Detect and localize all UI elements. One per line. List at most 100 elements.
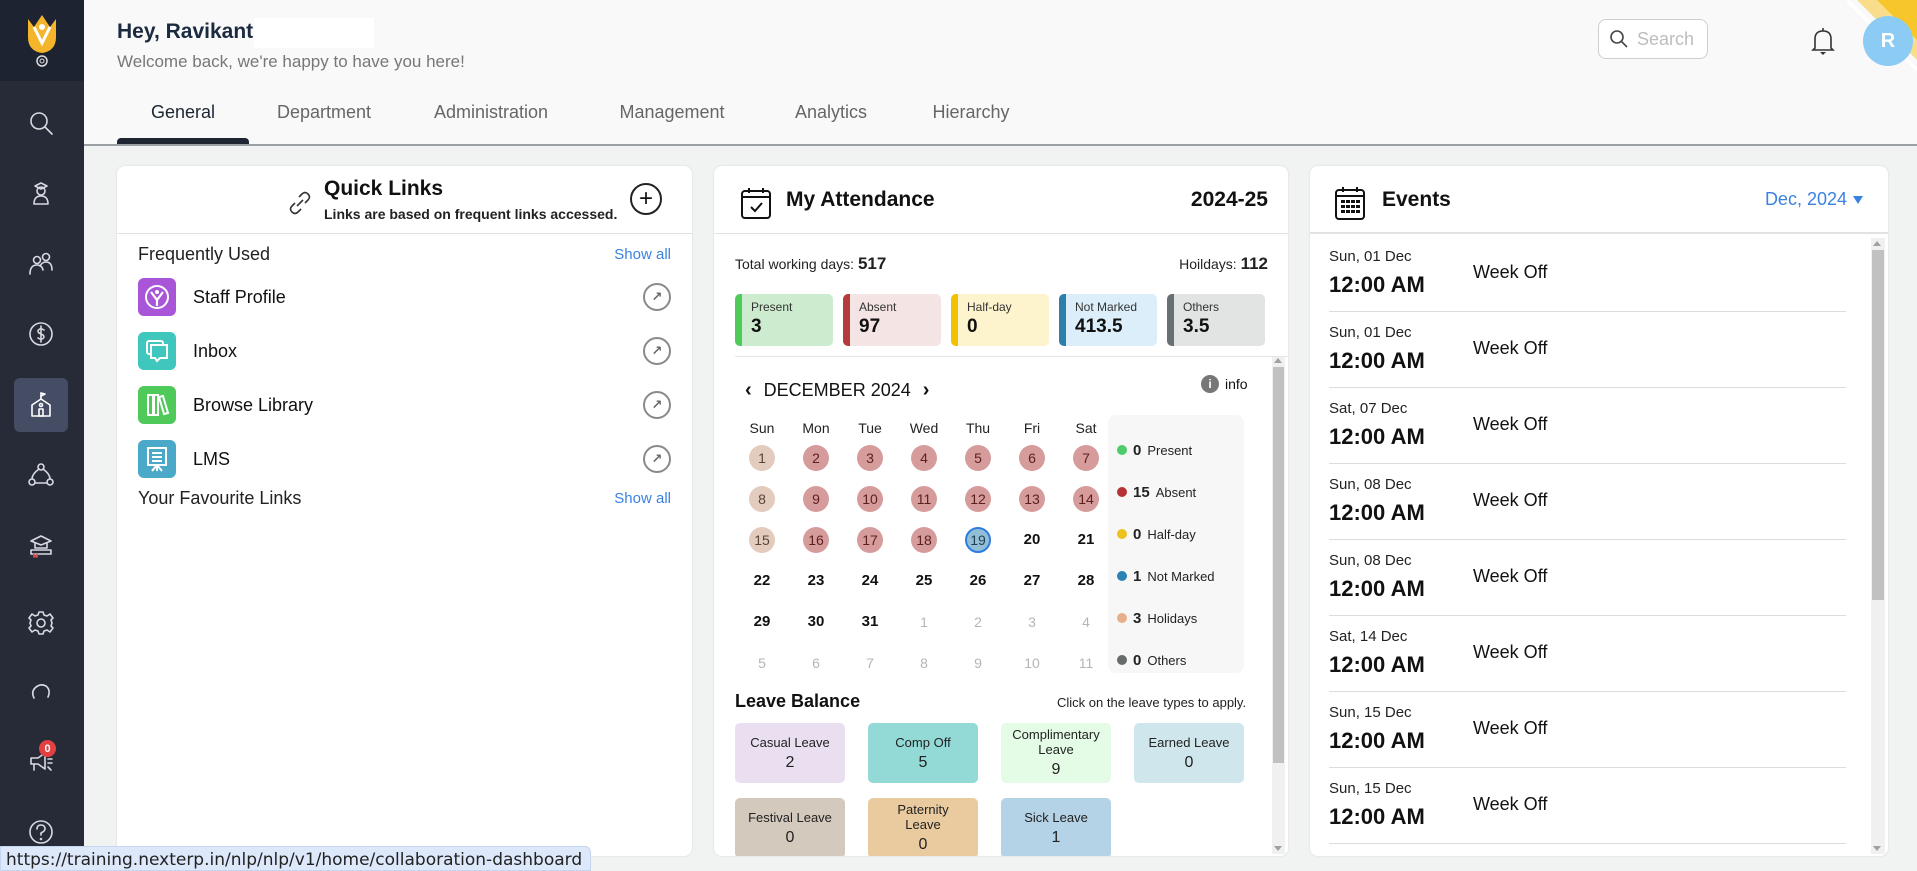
scrollbar-thumb[interactable] — [1273, 367, 1284, 763]
calendar-day-absent[interactable]: 7 — [1073, 444, 1099, 471]
sidebar-item-students[interactable] — [14, 166, 68, 220]
events-scrollbar[interactable] — [1871, 238, 1885, 854]
open-link-arrow-icon[interactable]: ↗ — [643, 445, 671, 473]
tab-hierarchy[interactable]: Hierarchy — [901, 96, 1041, 144]
calendar-day-absent[interactable]: 18 — [911, 526, 937, 553]
tab-administration[interactable]: Administration — [399, 96, 583, 144]
calendar-day-absent[interactable]: 3 — [857, 444, 883, 471]
open-link-arrow-icon[interactable]: ↗ — [643, 283, 671, 311]
calendar-day-plain[interactable]: 24 — [861, 572, 879, 589]
show-all-favourites-link[interactable]: Show all — [614, 490, 671, 507]
leave-type-card[interactable]: Earned Leave 0 — [1134, 723, 1244, 783]
event-row[interactable]: Sun, 01 Dec 12:00 AM Week Off — [1329, 312, 1846, 388]
calendar-day-plain[interactable]: 20 — [1023, 531, 1041, 548]
sidebar-item-finance[interactable] — [14, 307, 68, 361]
calendar-day-plain[interactable]: 29 — [753, 613, 771, 630]
calendar-day-absent[interactable]: 12 — [965, 485, 991, 512]
leave-type-card[interactable]: Comp Off 5 — [868, 723, 978, 783]
add-link-button[interactable]: + — [630, 183, 662, 215]
calendar-day-absent[interactable]: 13 — [1019, 485, 1045, 512]
tab-department[interactable]: Department — [249, 96, 399, 144]
quick-link-staff-profile[interactable]: Staff Profile ↗ — [138, 278, 671, 316]
sidebar-item-academics[interactable] — [14, 518, 68, 572]
event-row[interactable]: Sun, 08 Dec 12:00 AM Week Off — [1329, 464, 1846, 540]
event-row[interactable]: Sat, 14 Dec 12:00 AM Week Off — [1329, 616, 1846, 692]
calendar-day-other[interactable]: 8 — [920, 654, 928, 671]
calendar-day-other[interactable]: 1 — [920, 613, 928, 630]
tab-analytics[interactable]: Analytics — [761, 96, 901, 144]
open-link-arrow-icon[interactable]: ↗ — [643, 337, 671, 365]
sidebar-item-settings[interactable] — [14, 596, 68, 650]
calendar-day-plain[interactable]: 23 — [807, 572, 825, 589]
calendar-day-plain[interactable]: 27 — [1023, 572, 1041, 589]
attendance-scrollbar[interactable] — [1272, 357, 1285, 854]
calendar-day-other[interactable]: 9 — [974, 654, 982, 671]
calendar-day-absent[interactable]: 10 — [857, 485, 883, 512]
quick-link-browse-library[interactable]: Browse Library ↗ — [138, 386, 671, 424]
prev-month-chevron-icon[interactable]: ‹ — [745, 379, 752, 401]
event-row[interactable]: Sun, 15 Dec 12:00 AM Week Off — [1329, 692, 1846, 768]
calendar-day-absent[interactable]: 4 — [911, 444, 937, 471]
leave-type-card[interactable]: Festival Leave 0 — [735, 798, 845, 856]
leave-type-card[interactable]: Casual Leave 2 — [735, 723, 845, 783]
calendar-day-other[interactable]: 5 — [758, 654, 766, 671]
calendar-day-plain[interactable]: 30 — [807, 613, 825, 630]
calendar-day-other[interactable]: 10 — [1024, 654, 1040, 671]
calendar-day-absent[interactable]: 9 — [803, 485, 829, 512]
calendar-day-absent[interactable]: 11 — [911, 485, 937, 512]
event-row[interactable]: Sun, 15 Dec 12:00 AM Week Off — [1329, 768, 1846, 844]
sidebar-item-refresh[interactable] — [14, 666, 68, 720]
tab-management[interactable]: Management — [583, 96, 761, 144]
user-avatar[interactable]: R — [1863, 16, 1913, 66]
calendar-day-other[interactable]: 3 — [1028, 613, 1036, 630]
calendar-day-absent[interactable]: 14 — [1073, 485, 1099, 512]
leave-type-card[interactable]: Paternity Leave 0 — [868, 798, 978, 856]
calendar-day-absent[interactable]: 5 — [965, 444, 991, 471]
calendar-info-button[interactable]: i info — [1201, 375, 1248, 393]
next-month-chevron-icon[interactable]: › — [922, 379, 930, 401]
calendar-day-absent[interactable]: 6 — [1019, 444, 1045, 471]
scroll-down-arrow[interactable] — [1873, 846, 1881, 851]
search-input[interactable]: Search — [1598, 19, 1708, 59]
quick-link-lms[interactable]: LMS ↗ — [138, 440, 671, 478]
calendar-day-other[interactable]: 11 — [1078, 654, 1094, 671]
leave-type-card[interactable]: Sick Leave 1 — [1001, 798, 1111, 856]
calendar-day-other[interactable]: 7 — [866, 654, 874, 671]
notifications-button[interactable] — [1810, 26, 1836, 61]
event-row[interactable]: Sun, 01 Dec 12:00 AM Week Off — [1329, 236, 1846, 312]
calendar-day-today[interactable]: 19 — [965, 526, 991, 553]
calendar-day-holiday[interactable]: 1 — [749, 444, 775, 471]
calendar-day-plain[interactable]: 21 — [1077, 531, 1095, 548]
scroll-down-arrow[interactable] — [1274, 846, 1282, 851]
quick-link-inbox[interactable]: Inbox ↗ — [138, 332, 671, 370]
calendar-day-holiday[interactable]: 8 — [749, 485, 775, 512]
calendar-day-plain[interactable]: 31 — [861, 613, 879, 630]
sidebar-item-users[interactable] — [14, 236, 68, 290]
calendar-day-holiday[interactable]: 15 — [749, 526, 775, 553]
open-link-arrow-icon[interactable]: ↗ — [643, 391, 671, 419]
calendar-day-plain[interactable]: 26 — [969, 572, 987, 589]
sidebar-item-network[interactable] — [14, 448, 68, 502]
show-all-frequent-link[interactable]: Show all — [614, 246, 671, 263]
event-row[interactable]: Sun, 08 Dec 12:00 AM Week Off — [1329, 540, 1846, 616]
calendar-day-absent[interactable]: 2 — [803, 444, 829, 471]
sidebar-item-help[interactable] — [14, 805, 68, 859]
calendar-day-absent[interactable]: 16 — [803, 526, 829, 553]
calendar-day-plain[interactable]: 25 — [915, 572, 933, 589]
events-month-dropdown[interactable]: Dec, 2024 — [1765, 189, 1863, 210]
sidebar-item-announcements[interactable]: 0 — [14, 734, 68, 788]
event-row[interactable]: Sat, 07 Dec 12:00 AM Week Off — [1329, 388, 1846, 464]
calendar-day-other[interactable]: 2 — [974, 613, 982, 630]
calendar-day-plain[interactable]: 22 — [753, 572, 771, 589]
app-logo[interactable] — [0, 0, 84, 81]
scroll-up-arrow[interactable] — [1274, 358, 1282, 363]
sidebar-item-search[interactable] — [14, 96, 68, 150]
calendar-day-plain[interactable]: 28 — [1077, 572, 1095, 589]
sidebar-item-school[interactable] — [14, 378, 68, 432]
calendar-day-absent[interactable]: 17 — [857, 526, 883, 553]
tab-general[interactable]: General — [117, 96, 249, 144]
scroll-up-arrow[interactable] — [1873, 241, 1881, 246]
leave-type-card[interactable]: Complimentary Leave 9 — [1001, 723, 1111, 783]
calendar-day-other[interactable]: 6 — [812, 654, 820, 671]
scrollbar-thumb[interactable] — [1872, 250, 1884, 600]
